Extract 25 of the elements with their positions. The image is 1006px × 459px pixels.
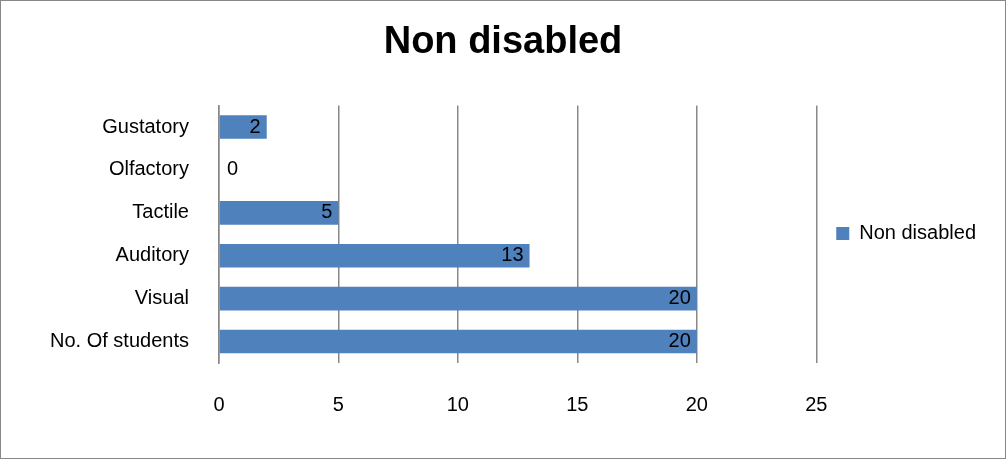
x-tick-label: 25: [805, 392, 828, 415]
data-label: 2: [249, 114, 261, 137]
y-tick-label: Olfactory: [108, 157, 189, 180]
x-tick-label: 15: [566, 392, 589, 415]
bar: [219, 115, 267, 139]
legend-label: Non disabled: [859, 221, 976, 244]
bar: [219, 201, 339, 225]
y-tick-label: Gustatory: [102, 114, 189, 137]
x-tick-label: 20: [685, 392, 708, 415]
data-label: 13: [501, 243, 524, 266]
chart-title: Non disabled: [383, 19, 623, 62]
bar: [219, 329, 697, 354]
x-tick-label: 10: [446, 392, 469, 415]
data-label: 20: [668, 286, 691, 309]
bar: [219, 243, 530, 268]
y-tick-label: Visual: [134, 286, 189, 309]
x-tick-label: 5: [332, 392, 344, 415]
y-tick-label: Auditory: [115, 243, 189, 266]
data-label: 20: [668, 329, 691, 352]
y-tick-label: Tactile: [132, 200, 189, 223]
data-label: 5: [321, 200, 333, 223]
x-tick-label: 0: [213, 392, 225, 415]
bar: [219, 286, 697, 311]
data-label: 0: [226, 157, 239, 180]
y-tick-label: No. Of students: [49, 329, 189, 352]
